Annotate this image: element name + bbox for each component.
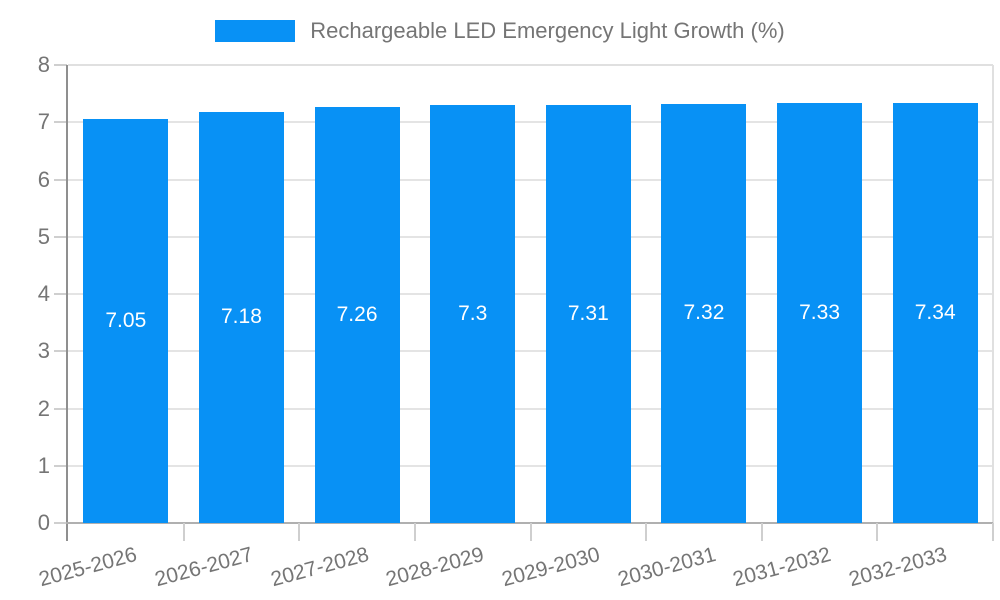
gridline [68,235,993,238]
x-axis-label: 2029-2030 [499,543,603,592]
y-axis-label: 5 [37,223,50,249]
bar-value-label: 7.18 [221,305,262,329]
bar [314,107,400,523]
x-axis-label: 2026-2027 [152,543,256,592]
chart-legend: Rechargeable LED Emergency Light Growth … [0,18,1000,44]
bar [545,104,631,523]
y-tick [54,64,67,66]
bar-value-label: 7.26 [336,303,378,327]
y-tick [54,350,67,353]
x-axis-label: 2030-2031 [614,543,718,592]
x-tick [182,523,185,541]
y-tick [54,464,67,467]
y-axis-label: 7 [37,109,50,135]
bar-value-label: 7.3 [458,302,488,326]
y-tick [54,293,67,295]
gridline [68,121,993,124]
y-axis-label: 4 [37,281,50,306]
legend-label: Rechargeable LED Emergency Light Growth … [310,18,785,43]
bar [83,119,169,523]
y-tick [54,407,67,410]
x-tick [992,523,994,541]
y-axis-label: 1 [37,452,50,478]
x-tick [876,523,879,541]
bar-value-label: 7.34 [914,300,956,324]
legend-swatch [215,20,296,42]
plot-border-top [68,64,993,66]
bar-value-label: 7.05 [105,309,147,333]
gridline [68,178,993,181]
bar-value-label: 7.31 [567,301,609,325]
y-axis-label: 3 [37,338,50,364]
y-axis-label: 8 [37,52,50,77]
y-axis-label: 0 [37,510,50,535]
bar [198,111,284,523]
gridline [68,407,993,410]
x-axis-label: 2028-2029 [383,543,487,592]
x-tick [413,523,416,541]
gridline [68,350,993,353]
gridline [68,293,993,295]
y-tick [54,121,67,124]
x-axis-label: 2032-2033 [846,543,950,592]
bar [892,102,978,523]
bar-value-label: 7.32 [683,301,725,325]
bar [430,105,516,523]
y-tick [54,178,67,181]
y-axis-label: 2 [37,395,50,421]
y-axis-line [66,65,68,541]
bar [661,103,747,523]
x-axis-label: 2031-2032 [730,543,834,592]
x-tick [760,523,763,541]
y-tick [54,235,67,238]
x-tick [529,523,532,541]
x-axis-label: 2025-2026 [36,543,140,592]
plot-border-right [992,65,994,523]
y-tick [54,522,67,524]
bar-value-label: 7.33 [799,301,840,325]
x-axis-label: 2027-2028 [268,543,372,592]
x-tick [298,523,301,541]
gridline [68,464,993,467]
y-axis-label: 6 [37,166,50,192]
x-tick [645,523,648,541]
bar [777,103,863,523]
